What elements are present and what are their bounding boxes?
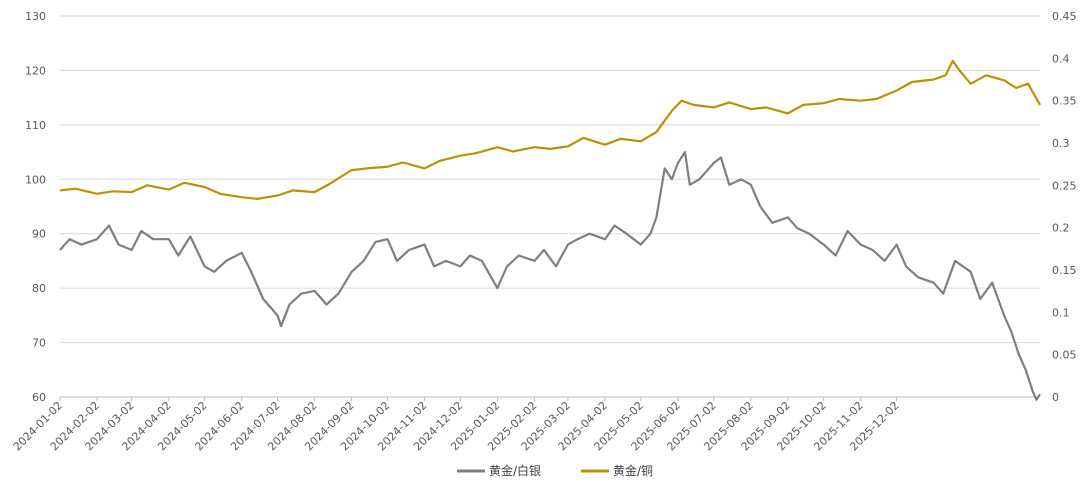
axes: 60 70 80 90 100 110 120 130 0 0.05 0.1 0.15 0.2 0.25 0… xyxy=(11,10,1077,453)
y-right-tick-label: 0.35 xyxy=(1052,95,1077,108)
y-right-tick-label: 0.4 xyxy=(1052,52,1070,65)
series-line xyxy=(59,151,1041,401)
y-right-tick-label: 0 xyxy=(1052,391,1059,404)
y-left-tick-label: 120 xyxy=(25,64,46,77)
y-left-tick-label: 100 xyxy=(25,173,46,186)
series-line xyxy=(59,59,1041,200)
y-left-tick-label: 60 xyxy=(32,391,46,404)
y-left-tick-label: 90 xyxy=(32,228,46,241)
y-right-tick-label: 0.05 xyxy=(1052,349,1077,362)
y-right-tick-label: 0.45 xyxy=(1052,10,1077,23)
legend: 黄金/白银 黄金/铜 xyxy=(457,463,653,478)
y-right-tick-label: 0.2 xyxy=(1052,222,1070,235)
y-right-tick-label: 0.3 xyxy=(1052,137,1070,150)
y-right-tick-label: 0.1 xyxy=(1052,306,1070,319)
y-left-tick-label: 80 xyxy=(32,282,46,295)
y-right-tick-label: 0.15 xyxy=(1052,264,1077,277)
gridlines xyxy=(60,15,1040,398)
y-left-tick-label: 110 xyxy=(25,119,46,132)
y-right-tick-label: 0.25 xyxy=(1052,179,1077,192)
y-left-tick-label: 70 xyxy=(32,337,46,350)
legend-label: 黄金/铜 xyxy=(613,463,653,478)
series-lines xyxy=(59,59,1041,401)
legend-label: 黄金/白银 xyxy=(489,463,541,478)
y-left-tick-label: 130 xyxy=(25,10,46,23)
